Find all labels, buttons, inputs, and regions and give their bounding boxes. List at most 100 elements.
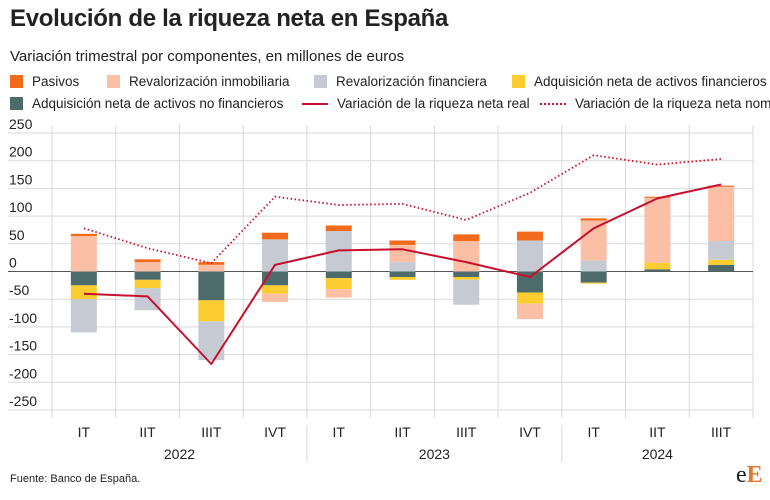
bar-segment	[708, 185, 735, 187]
real-line	[83, 183, 722, 365]
x-tick-label: IT	[333, 424, 346, 440]
x-tick-label: IIIT	[711, 424, 732, 440]
legend-line-swatch	[302, 102, 328, 105]
x-tick-label: IIT	[649, 424, 666, 440]
legend-label: Variación de la riqueza neta nominal	[575, 96, 770, 111]
bar-segment	[389, 277, 416, 280]
x-tick-label: IIIT	[456, 424, 477, 440]
bar-segment	[198, 264, 225, 272]
bar-segment	[134, 279, 161, 289]
x-tick-label: IIT	[394, 424, 411, 440]
bar-segment	[516, 271, 543, 293]
bar-segment	[453, 279, 480, 305]
legend-swatch	[107, 75, 120, 88]
legend-label: Revalorización inmobiliaria	[129, 74, 290, 89]
legend-swatch	[10, 97, 23, 110]
bar-segment	[708, 264, 735, 272]
legend-item: Variación de la riqueza neta real	[302, 96, 530, 111]
x-tick-label: IVT	[519, 424, 541, 440]
legend-item: Adquisición neta de activos financieros	[512, 74, 767, 89]
x-group-label: 2024	[642, 446, 673, 462]
bar-segment	[453, 234, 480, 242]
x-tick-label: IIT	[139, 424, 156, 440]
bar-segment	[198, 300, 225, 322]
legend-item: Adquisición neta de activos no financier…	[10, 96, 283, 111]
bar-segment	[325, 289, 352, 298]
legend-item: Revalorización inmobiliaria	[107, 74, 290, 89]
y-tick-label: 200	[9, 144, 33, 160]
y-tick-label: 50	[9, 227, 25, 243]
bar-segment	[70, 299, 97, 333]
bar-segment	[708, 241, 735, 260]
bar-segment	[516, 240, 543, 272]
chart-title: Evolución de la riqueza neta en España	[10, 5, 449, 32]
bar-segment	[389, 262, 416, 272]
legend-label: Variación de la riqueza neta real	[337, 96, 530, 111]
bar-segment	[708, 186, 735, 242]
bar-segment	[516, 303, 543, 320]
bar-segment	[262, 293, 289, 302]
bar-segment	[325, 271, 352, 279]
bar-segment	[389, 240, 416, 245]
bar-segment	[580, 260, 607, 272]
legend-item: Pasivos	[10, 74, 79, 89]
legend-item: Revalorización financiera	[314, 74, 487, 89]
x-group-label: 2022	[164, 446, 195, 462]
nominal-line	[83, 154, 722, 265]
bar-segment	[134, 262, 161, 272]
y-tick-label: 100	[9, 199, 33, 215]
bar-segment	[644, 197, 671, 263]
bar-segment	[580, 282, 607, 284]
source-note: Fuente: Banco de España.	[10, 473, 141, 485]
bar-segment	[389, 271, 416, 278]
logo-left: e	[736, 462, 747, 488]
y-tick-label: -100	[9, 310, 37, 326]
bar-segment	[70, 271, 97, 286]
bar-segment	[708, 259, 735, 265]
y-tick-label: -50	[9, 282, 29, 298]
y-tick-label: -200	[9, 365, 37, 381]
bar-segment	[580, 218, 607, 221]
bar-segment	[198, 271, 225, 301]
legend-swatch	[10, 75, 23, 88]
bar-segment	[134, 259, 161, 263]
chart-subtitle: Variación trimestral por componentes, en…	[10, 48, 405, 65]
bar-segment	[262, 285, 289, 294]
x-tick-label: IT	[587, 424, 600, 440]
x-tick-label: IVT	[264, 424, 286, 440]
x-group-label: 2023	[419, 446, 450, 462]
bar-segment	[325, 278, 352, 290]
bar-segment	[325, 225, 352, 232]
bar-segment	[453, 277, 480, 280]
bar-segment	[516, 231, 543, 241]
bar-segment	[644, 269, 671, 272]
logo-right: E	[746, 462, 763, 488]
legend-swatch	[314, 75, 327, 88]
bar-segment	[580, 271, 607, 283]
legend-line-swatch	[540, 102, 566, 105]
legend-item: Variación de la riqueza neta nominal	[540, 96, 770, 111]
bar-segment	[644, 262, 671, 270]
legend-label: Pasivos	[32, 74, 80, 89]
y-tick-label: 150	[9, 171, 33, 187]
x-tick-label: IT	[78, 424, 91, 440]
bar-segment	[516, 292, 543, 304]
legend-label: Revalorización financiera	[336, 74, 487, 89]
legend-label: Adquisición neta de activos no financier…	[32, 96, 284, 111]
bar-segment	[262, 232, 289, 240]
y-tick-label: 0	[9, 255, 17, 271]
bar-segment	[580, 220, 607, 261]
legend-swatch	[512, 75, 525, 88]
y-tick-label: -150	[9, 338, 37, 354]
y-tick-label: -250	[9, 393, 37, 409]
bar-segment	[70, 285, 97, 300]
bar-segment	[644, 196, 671, 198]
bar-segment	[262, 239, 289, 272]
bar-segment	[389, 244, 416, 263]
bar-segment	[70, 236, 97, 272]
bar-segment	[70, 233, 97, 237]
bar-segment	[453, 241, 480, 272]
bar-segment	[453, 271, 480, 278]
brand-logo: eE	[736, 462, 763, 489]
